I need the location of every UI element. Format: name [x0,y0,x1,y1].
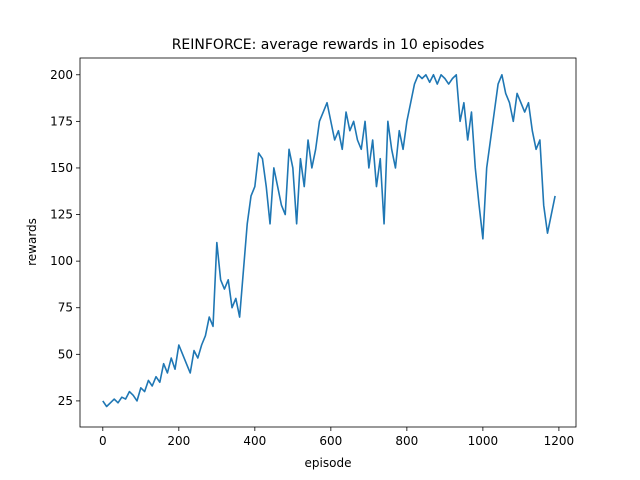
x-axis: 0 200 400 600 800 1000 1200 [99,427,574,448]
y-tick-label: 175 [50,114,73,128]
plot-frame [79,57,577,428]
series-line [102,73,556,408]
plot-background [80,58,576,427]
y-axis: 25 50 75 100 125 150 175 200 [50,68,80,408]
x-tick-label: 1200 [544,434,575,448]
plot-area [79,57,577,428]
y-tick-label: 150 [50,161,73,175]
chart-title: REINFORCE: average rewards in 10 episode… [172,37,485,53]
y-tick-label: 125 [50,208,73,222]
y-tick-label: 75 [58,301,73,315]
x-tick-label: 800 [395,434,418,448]
x-tick-label: 0 [99,434,107,448]
y-tick-label: 25 [58,394,73,408]
x-tick-label: 1000 [468,434,499,448]
y-tick-label: 50 [58,347,73,361]
x-axis-label: episode [305,456,352,470]
y-tick-label: 100 [50,254,73,268]
x-tick-label: 200 [167,434,190,448]
y-axis-label: rewards [25,218,39,266]
y-tick-label: 200 [50,68,73,82]
x-tick-label: 400 [243,434,266,448]
x-tick-label: 600 [319,434,342,448]
